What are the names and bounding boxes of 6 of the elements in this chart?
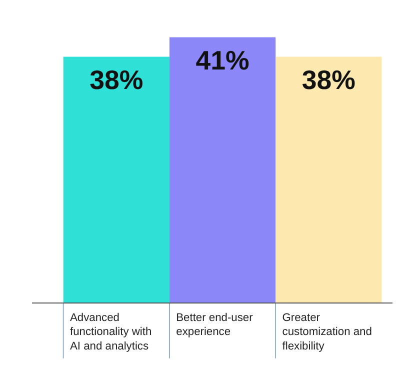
- data-label: 38%: [90, 64, 144, 95]
- data-label: 38%: [302, 64, 356, 95]
- x-tick-label: Greater customization and flexibility: [282, 312, 372, 352]
- data-label: 41%: [196, 45, 250, 76]
- x-tick-label: Advanced functionality with AI and analytics: [70, 312, 152, 352]
- x-tick-label: Better end-user experience: [176, 312, 254, 338]
